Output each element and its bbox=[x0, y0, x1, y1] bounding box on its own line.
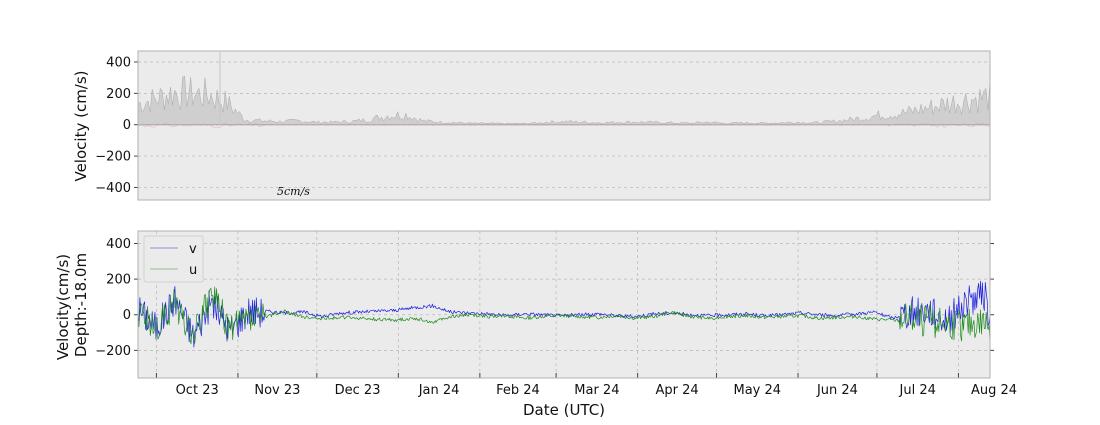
legend-label-v: v bbox=[189, 242, 197, 257]
top-plot-frame bbox=[137, 50, 991, 201]
top-y-tick-label: −200 bbox=[95, 150, 131, 165]
bottom-y-tick-label: −200 bbox=[95, 344, 131, 359]
top-y-tick-label: −400 bbox=[95, 181, 131, 196]
bottom-x-tick-label: May 24 bbox=[733, 383, 781, 398]
bottom-x-tick-label: Jan 24 bbox=[418, 383, 460, 398]
bottom-y-ticks: −200 0 200 400 bbox=[95, 237, 994, 359]
bottom-y-tick-label: 0 bbox=[123, 308, 131, 323]
bottom-y-tick-label: 200 bbox=[106, 273, 131, 288]
series-line-v bbox=[137, 280, 991, 348]
bottom-x-tick-label: Feb 24 bbox=[496, 383, 540, 398]
bottom-x-tick-label: Jul 24 bbox=[899, 383, 936, 398]
bottom-x-tick-label: Mar 24 bbox=[574, 383, 619, 398]
bottom-x-tick-label: Aug 24 bbox=[971, 383, 1017, 398]
top-velocity-panel: −400 −200 0 200 400 Velocity (cm/s) 5cm/s bbox=[72, 50, 991, 201]
top-y-axis-label: Velocity (cm/s) bbox=[72, 70, 90, 181]
bottom-y-axis-label: Velocity(cm/s) bbox=[54, 254, 72, 360]
legend-box bbox=[143, 235, 204, 283]
top-noise-trace bbox=[137, 122, 991, 128]
legend: v u bbox=[143, 235, 204, 283]
legend-label-u: u bbox=[189, 263, 197, 278]
bottom-x-tick-label: Oct 23 bbox=[176, 383, 219, 398]
top-y-tick-label: 200 bbox=[106, 87, 131, 102]
bottom-plot-frame bbox=[137, 230, 991, 379]
top-y-tick-label: 0 bbox=[123, 118, 131, 133]
top-y-ticks: −400 −200 0 200 400 bbox=[95, 55, 138, 196]
x-axis-label: Date (UTC) bbox=[523, 401, 605, 419]
bottom-x-tick-label: Dec 23 bbox=[335, 383, 381, 398]
scale-bar-label: 5cm/s bbox=[277, 185, 310, 198]
bottom-x-ticks: Oct 23 Nov 23 Dec 23 Jan 24 Feb 24 Mar 24 Apr … bbox=[155, 373, 1017, 398]
top-velocity-envelope bbox=[137, 52, 991, 128]
bottom-y-tick-label: 400 bbox=[106, 237, 131, 252]
bottom-x-tick-label: Jun 24 bbox=[816, 383, 858, 398]
series-line-u bbox=[137, 286, 991, 345]
bottom-velocity-panel: −200 0 200 400 Oct 23 Nov 23 Dec 23 Jan 24 Feb … bbox=[54, 230, 1017, 419]
bottom-y-axis-depth-label: Depth:-18.0m bbox=[72, 253, 90, 357]
top-velocity-area bbox=[137, 75, 991, 125]
top-y-tick-label: 400 bbox=[106, 55, 131, 70]
bottom-plot-background bbox=[138, 231, 990, 378]
bottom-x-tick-label: Nov 23 bbox=[254, 383, 300, 398]
bottom-velocity-lines bbox=[137, 280, 991, 348]
bottom-x-tick-label: Apr 24 bbox=[655, 383, 698, 398]
